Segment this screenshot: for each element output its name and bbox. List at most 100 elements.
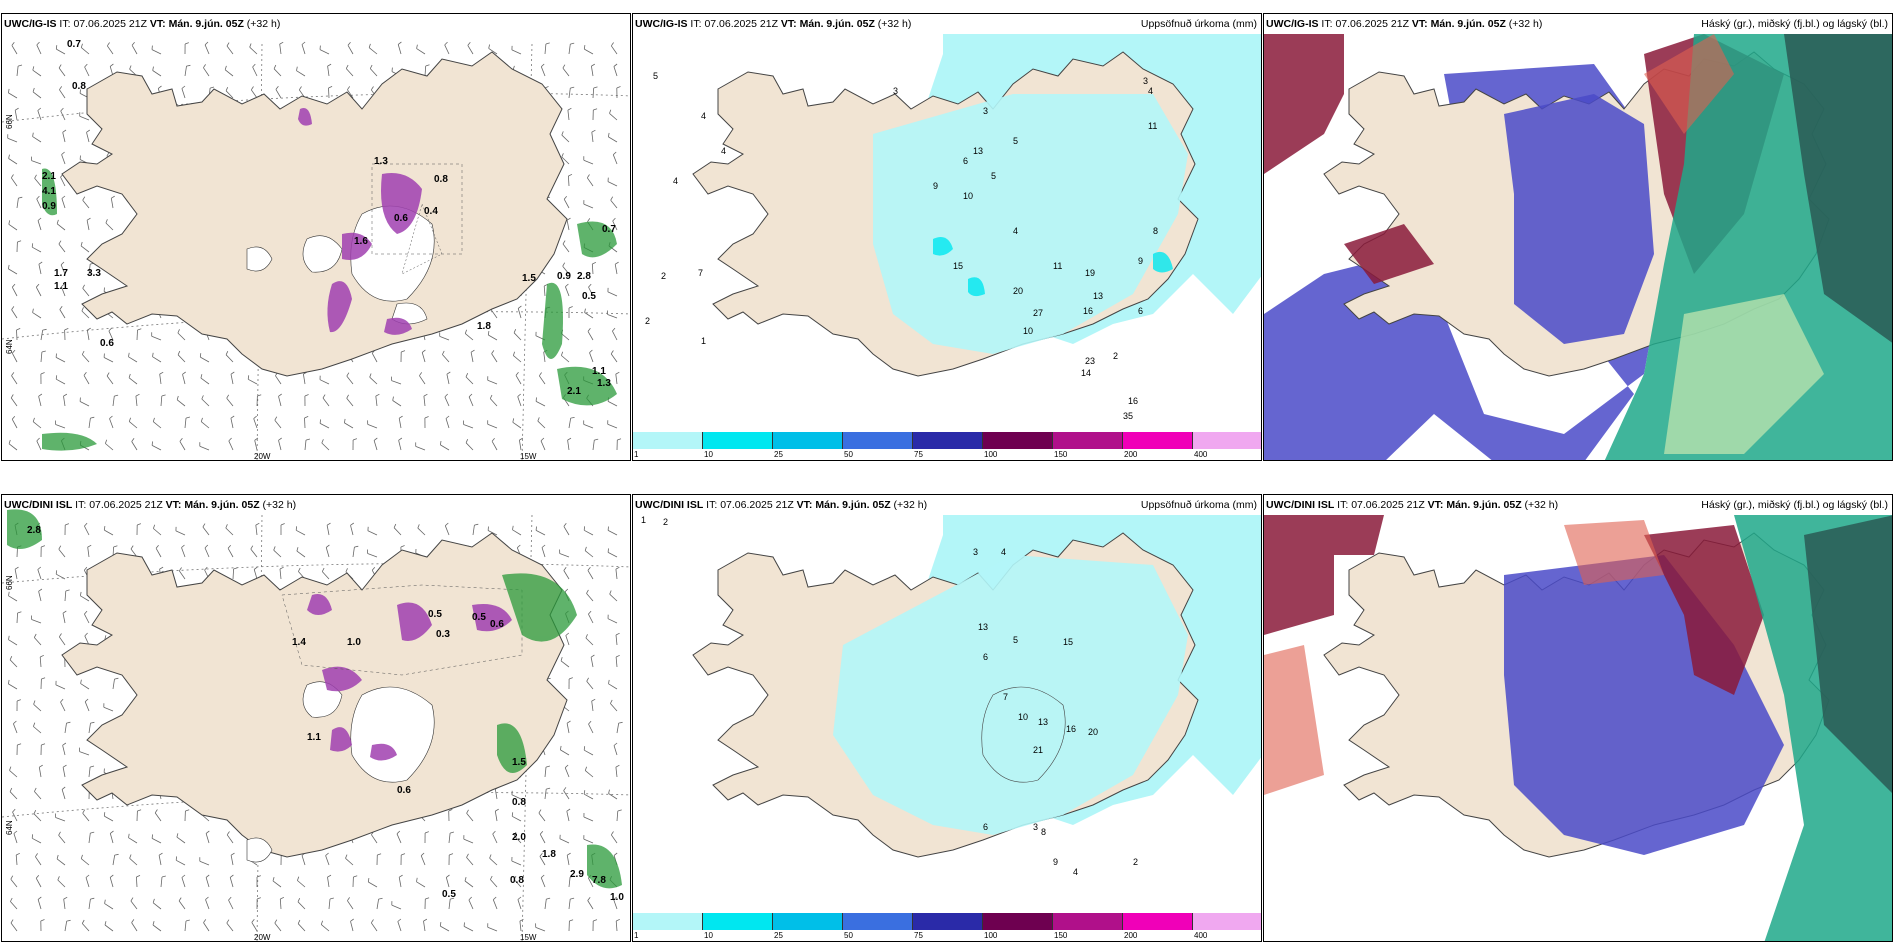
wind-barb-flag xyxy=(130,897,134,902)
wind-barb-flag xyxy=(128,373,131,378)
lead-time: (+32 h) xyxy=(246,18,281,30)
value-label: 8 xyxy=(1153,226,1158,236)
wind-barb xyxy=(391,904,402,910)
wind-barb xyxy=(109,833,114,844)
wind-barb xyxy=(84,66,90,77)
wind-barb xyxy=(199,860,210,866)
colorbar-segment xyxy=(1193,913,1261,930)
wind-barb-flag xyxy=(33,633,37,638)
wind-barb-flag xyxy=(36,437,40,442)
wind-barb xyxy=(250,89,258,99)
wind-barb-flag xyxy=(80,591,82,596)
wind-barb-flag xyxy=(10,897,13,902)
wind-barb xyxy=(36,44,42,55)
wind-barb xyxy=(10,922,18,932)
wind-precip-map: 2.8 1.0 0.5 0.3 0.5 0.6 1.4 1.1 1.5 0.6 0.8 2.0 1.8 2… xyxy=(2,509,630,941)
wind-barb xyxy=(319,49,330,55)
colorbar-segment xyxy=(843,432,913,449)
wind-barb-flag xyxy=(345,854,348,859)
wind-barb xyxy=(439,336,450,341)
wind-barb xyxy=(55,424,66,429)
wind-barb xyxy=(398,418,402,429)
wind-barb-flag xyxy=(153,524,156,529)
wind-barb xyxy=(131,45,138,55)
wind-barb-flag xyxy=(512,525,514,530)
wind-barb-flag xyxy=(519,918,524,922)
wind-barb-flag xyxy=(9,787,13,792)
wind-barb xyxy=(184,920,187,932)
wind-barb xyxy=(491,441,498,451)
wind-barb xyxy=(10,397,18,407)
accum-precip-map: 1 2 3 4 5 6 7 8 9 10 13 15 21 20 16 13 2 4 3 6 xyxy=(641,515,1261,877)
wind-barb xyxy=(178,570,186,580)
wind-barb-flag xyxy=(345,64,349,69)
wind-barb-flag xyxy=(424,831,429,834)
wind-barb-flag xyxy=(565,632,570,636)
glaciers xyxy=(246,205,435,325)
wind-barb xyxy=(543,285,546,297)
wind-barb xyxy=(279,44,282,55)
wind-barb xyxy=(544,43,547,55)
wind-barb-flag xyxy=(537,417,540,422)
wind-barb xyxy=(128,377,138,385)
wind-barb xyxy=(38,591,42,602)
wind-barb xyxy=(326,525,330,536)
wind-barb xyxy=(607,530,618,536)
wind-barb-flag xyxy=(589,349,593,353)
value-label: 1.1 xyxy=(307,732,321,743)
wind-barb-flag xyxy=(227,544,232,549)
wind-barb-flag xyxy=(539,830,544,835)
wind-barb xyxy=(392,400,402,407)
wind-barb xyxy=(584,749,594,756)
wind-barb-flag xyxy=(345,568,348,573)
wind-barb-flag xyxy=(470,349,475,353)
wind-barb-flag xyxy=(34,174,37,179)
value-label: 0.8 xyxy=(510,875,524,886)
wind-barb-flag xyxy=(442,350,445,355)
wind-barb xyxy=(586,681,594,690)
wind-barb xyxy=(325,547,330,558)
wind-barb-flag xyxy=(233,567,238,570)
lon-label-15w: 15W xyxy=(520,933,537,942)
value-label: 1.4 xyxy=(292,637,306,648)
wind-barb-flag xyxy=(593,919,598,922)
wind-barb xyxy=(226,397,234,407)
wind-barb xyxy=(444,525,450,536)
value-label: 4 xyxy=(1073,867,1078,877)
wind-barb-flag xyxy=(584,766,587,771)
wind-barb xyxy=(301,44,306,55)
wind-barb xyxy=(181,877,186,888)
wind-barb-flag xyxy=(400,545,405,548)
wind-barb-flag xyxy=(279,566,284,570)
wind-barb-flag xyxy=(37,896,42,900)
wind-barb-flag xyxy=(423,393,428,397)
wind-barb xyxy=(10,901,18,910)
wind-barb xyxy=(203,922,210,932)
value-label: 23 xyxy=(1085,356,1095,366)
wind-barb-flag xyxy=(186,64,191,67)
wind-barb xyxy=(88,418,91,429)
value-label: 0.5 xyxy=(472,612,486,623)
panel-header: UWC/IG-IS IT: 07.06.2025 21Z VT: Mán. 9.… xyxy=(1266,18,1542,30)
model-name: UWC/IG-IS xyxy=(4,18,57,30)
wind-barb-flag xyxy=(228,437,232,442)
wind-barb xyxy=(538,375,546,385)
wind-barb-flag xyxy=(205,874,210,878)
precip-green xyxy=(42,168,617,451)
valid-time: Mán. 9.jún. 05Z xyxy=(799,18,875,30)
wind-barb xyxy=(278,396,282,407)
wind-barb-flag xyxy=(587,218,591,222)
wind-barb-flag xyxy=(466,853,469,858)
wind-barb-flag xyxy=(85,874,90,878)
wind-barb-flag xyxy=(249,43,252,48)
wind-barb-flag xyxy=(586,589,589,594)
wind-barb-flag xyxy=(329,897,334,900)
model-name: UWC/DINI ISL xyxy=(1266,499,1335,511)
wind-barb xyxy=(160,876,163,888)
wind-barb-flag xyxy=(420,852,425,856)
wind-barb-flag xyxy=(14,566,19,570)
wind-barb xyxy=(561,156,570,165)
wind-barb xyxy=(490,309,498,319)
wind-barb xyxy=(160,395,163,407)
wind-barb xyxy=(467,45,474,55)
